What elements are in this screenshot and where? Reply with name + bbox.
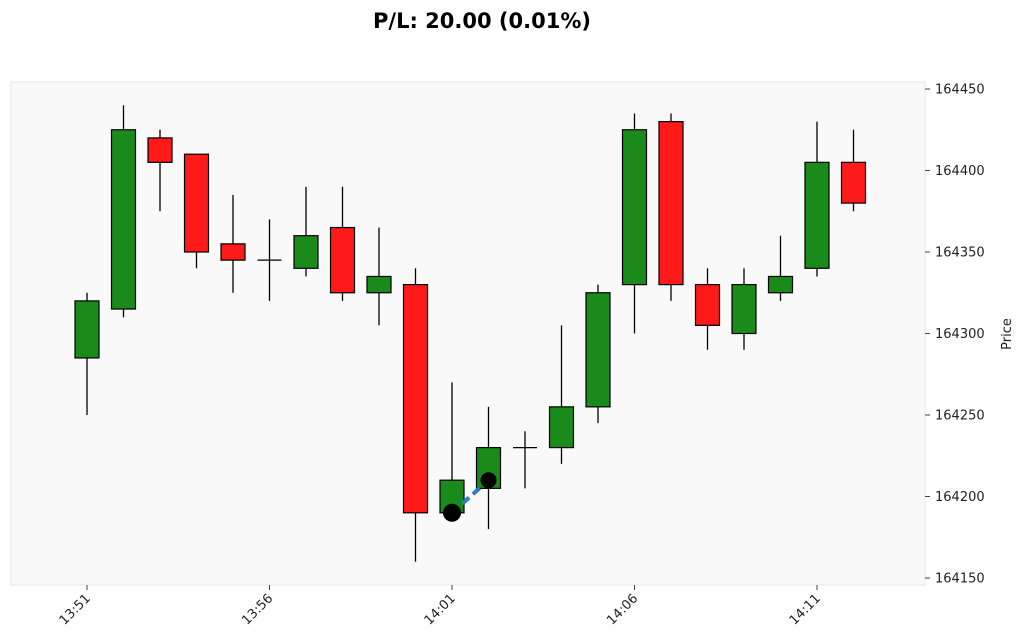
y-tick-label: 164250: [935, 409, 985, 424]
candle: [110, 105, 137, 318]
candle-body: [110, 129, 137, 310]
candle: [585, 284, 611, 424]
x-tick-label: 14:11: [787, 591, 824, 628]
x-tick-label: 13:56: [239, 591, 276, 628]
candle: [513, 431, 537, 489]
candle-body: [804, 161, 830, 269]
chart-title: P/L: 20.00 (0.01%): [373, 9, 591, 33]
trade-exit-marker: [480, 472, 497, 489]
y-tick-label: 164400: [935, 164, 985, 179]
candle: [694, 268, 721, 350]
y-tick-label: 164300: [935, 327, 985, 342]
candle-body: [147, 137, 173, 163]
candle-body: [767, 275, 794, 294]
candle: [366, 227, 392, 326]
candle: [257, 219, 282, 301]
candle: [548, 325, 575, 464]
candle: [658, 113, 684, 301]
trade-layer: [443, 472, 497, 522]
candle-body: [658, 120, 684, 286]
candle-body: [731, 284, 757, 335]
y-axis: 164150 164200 164250 164300 164350 164400 1644…: [925, 83, 985, 587]
x-tick-label: 14:06: [604, 591, 641, 628]
candle-body: [621, 129, 648, 286]
candle: [293, 186, 319, 277]
candle-body: [548, 406, 575, 449]
x-tick-label: 13:51: [57, 591, 94, 628]
candle: [840, 129, 867, 212]
candles-layer: [74, 105, 867, 562]
candle: [767, 235, 794, 301]
candle: [183, 153, 210, 269]
candle: [621, 113, 648, 334]
y-tick-label: 164350: [935, 246, 985, 261]
candle-body: [220, 243, 246, 261]
y-axis-label: Price: [1000, 318, 1015, 350]
candle-body: [329, 226, 356, 294]
candle: [329, 186, 356, 301]
candle-body: [694, 284, 721, 326]
candle: [147, 129, 173, 212]
candle-body: [74, 300, 100, 359]
candle-body: [402, 284, 429, 514]
y-tick-label: 164150: [935, 572, 985, 587]
candle-body: [840, 161, 867, 204]
candle: [731, 268, 757, 350]
candle-body: [293, 235, 319, 269]
candle: [220, 194, 246, 293]
candle-body: [366, 275, 392, 294]
trade-entry-marker: [443, 503, 461, 522]
candle: [402, 268, 429, 562]
candle: [804, 121, 830, 277]
candle: [74, 292, 100, 415]
x-axis: 13:51 13:56 14:01 14:06 14:11: [57, 585, 824, 628]
y-tick-label: 164450: [935, 83, 985, 98]
candle-body: [183, 153, 210, 253]
x-tick-label: 14:01: [422, 591, 459, 628]
candle-body: [585, 292, 611, 408]
y-tick-label: 164200: [935, 490, 985, 505]
